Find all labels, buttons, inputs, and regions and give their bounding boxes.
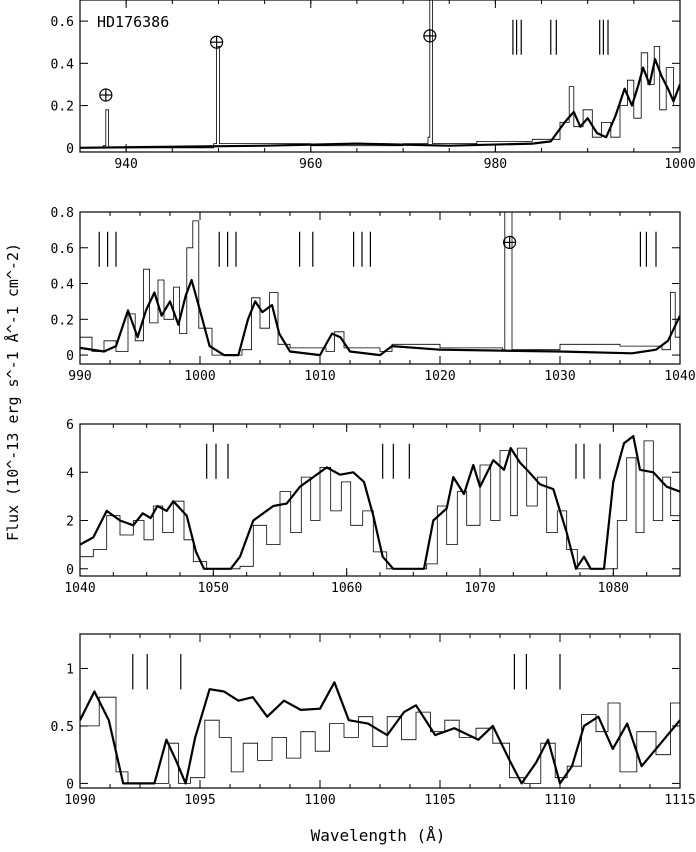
earth-symbol-icon [210,35,224,49]
y-tick-label: 0.2 [51,100,74,115]
plot-area [80,435,680,570]
plot-area [80,0,680,149]
model-spectrum-line [80,435,680,570]
x-tick-label: 1100 [304,793,335,808]
plot-area [80,654,680,785]
observed-spectrum-line [80,0,680,149]
plot-area [80,212,680,357]
model-spectrum-line [80,681,680,785]
panel-1: 940 960 980 1000 0 0.2 0.4 0.6 HD176386 [51,0,696,172]
x-tick-label: 1030 [544,369,575,384]
x-tick-label: 1090 [64,793,95,808]
y-tick-label: 0.6 [51,15,74,30]
x-tick-label: 990 [68,369,91,384]
y-tick-label: 0.6 [51,242,74,257]
model-spectrum-line [80,58,680,149]
x-tick-label: 1050 [198,581,229,596]
axis-frame [79,633,681,789]
y-tick-label: 4 [66,466,74,481]
x-tick-label: 940 [114,157,137,172]
x-tick-label: 1000 [664,157,695,172]
x-tick-label: 1110 [544,793,575,808]
y-tick-label: 0.8 [51,206,74,221]
x-tick-label: 1020 [424,369,455,384]
x-tick-label: 1060 [331,581,362,596]
y-tick-label: 0 [66,349,74,364]
observed-spectrum-line [80,212,680,356]
x-tick-label: 1070 [464,581,495,596]
axis-frame [79,423,681,577]
y-axis-label: Flux (10^-13 erg s^-1 Å^-1 cm^-2) [3,243,22,541]
x-tick-label: 1040 [64,581,95,596]
earth-symbol-icon [503,235,517,249]
y-tick-label: 1 [66,662,74,677]
y-tick-label: 0.2 [51,313,74,328]
y-tick-label: 0 [66,142,74,157]
model-spectrum-line [80,278,680,357]
x-tick-label: 1105 [424,793,455,808]
x-tick-label: 1000 [184,369,215,384]
x-tick-label: 1040 [664,369,695,384]
x-tick-label: 1010 [304,369,335,384]
y-tick-label: 0 [66,563,74,578]
y-tick-label: 2 [66,515,74,530]
y-tick-label: 0.5 [51,720,74,735]
panel-4: 1090 1095 1100 1105 1110 1115 0 0.5 1 [51,633,696,808]
y-tick-label: 0.4 [51,57,75,72]
x-axis-label: Wavelength (Å) [311,826,446,845]
star-label: HD176386 [97,13,169,31]
x-tick-label: 980 [484,157,507,172]
x-tick-label: 1115 [664,793,695,808]
x-tick-label: 1080 [598,581,629,596]
panel-2: 990 1000 1010 1020 1030 1040 0 0.2 0.4 0.6 0.8 [51,206,696,384]
x-tick-label: 960 [299,157,322,172]
panel-3: 1040 1050 1060 1070 1080 0 2 4 6 [64,418,681,596]
axis-frame [79,211,681,365]
earth-symbol-icon [423,29,437,43]
y-tick-label: 6 [66,418,74,433]
earth-symbol-icon [99,88,113,102]
observed-spectrum-line [80,696,680,784]
y-tick-label: 0.4 [51,278,75,293]
y-tick-label: 0 [66,777,74,792]
x-tick-label: 1095 [184,793,215,808]
axis-frame [79,0,681,153]
